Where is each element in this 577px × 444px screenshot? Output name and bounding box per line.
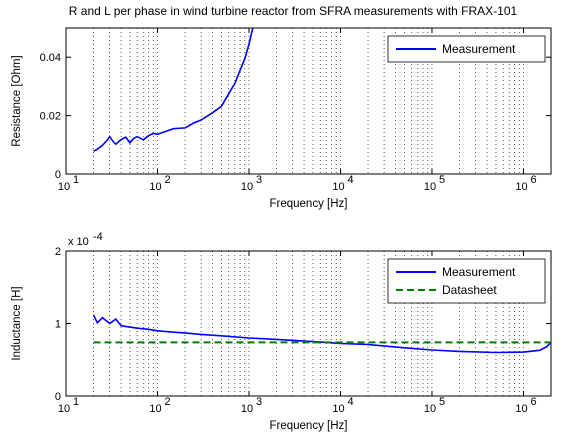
y-tick-label: 1 — [55, 319, 61, 331]
x-tick-base: 10 — [241, 181, 253, 193]
x-tick-exponent: 3 — [256, 174, 262, 186]
legend-box — [387, 258, 546, 304]
x-tick-base: 10 — [332, 181, 344, 193]
y-axis-label: Resistance [Ohm] — [11, 55, 23, 146]
x-axis-label: Frequency [Hz] — [270, 198, 348, 210]
legend-label: Measurement — [442, 42, 516, 56]
x-tick-exponent: 1 — [73, 396, 79, 408]
legend-label: Measurement — [442, 265, 516, 279]
x-tick-base: 10 — [515, 181, 527, 193]
y-tick-label: 2 — [55, 246, 61, 258]
x-axis-label: Frequency [Hz] — [270, 420, 348, 432]
y-tick-label: 0.04 — [40, 52, 61, 64]
x-tick-exponent: 6 — [530, 396, 536, 408]
x-tick-exponent: 4 — [347, 396, 353, 408]
y-tick-label: 0 — [55, 169, 61, 181]
x-tick-exponent: 3 — [256, 396, 262, 408]
x-tick-base: 10 — [58, 181, 70, 193]
y-tick-label: 0 — [55, 391, 61, 403]
x-tick-exponent: 6 — [530, 174, 536, 186]
y-tick-label: 0.02 — [40, 111, 61, 123]
x-tick-exponent: 4 — [347, 174, 353, 186]
series-line-measurement — [93, 28, 254, 152]
y-exponent-label: x 10 — [68, 236, 89, 248]
x-tick-exponent: 2 — [164, 396, 170, 408]
x-tick-base: 10 — [149, 403, 161, 415]
x-tick-base: 10 — [332, 403, 344, 415]
x-tick-exponent: 5 — [439, 396, 445, 408]
x-tick-exponent: 1 — [73, 174, 79, 186]
y-axis-label: Inductance [H] — [11, 286, 23, 360]
x-tick-base: 10 — [515, 403, 527, 415]
x-tick-exponent: 2 — [164, 174, 170, 186]
x-tick-base: 10 — [241, 403, 253, 415]
x-tick-exponent: 5 — [439, 174, 445, 186]
y-exponent-power: -4 — [93, 231, 103, 243]
legend-label: Datasheet — [442, 283, 497, 297]
x-tick-base: 10 — [149, 181, 161, 193]
x-tick-base: 10 — [424, 181, 436, 193]
chart-title: R and L per phase in wind turbine reacto… — [69, 4, 518, 18]
x-tick-base: 10 — [58, 403, 70, 415]
series-line-measurement — [92, 314, 551, 354]
x-tick-base: 10 — [424, 403, 436, 415]
